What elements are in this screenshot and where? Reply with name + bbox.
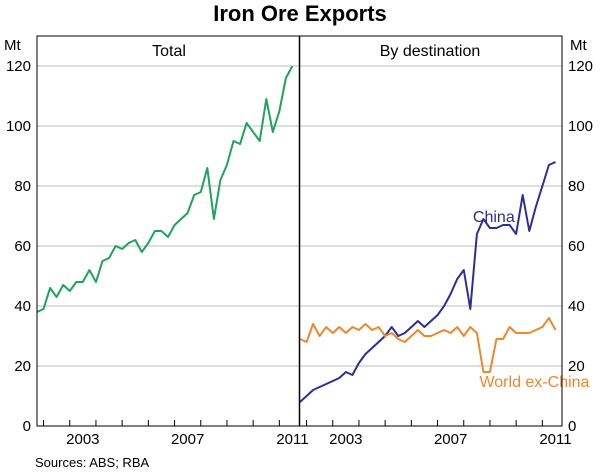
y-tick-label-left: 20 — [14, 358, 31, 375]
x-tick-label: 2007 — [171, 431, 204, 448]
y-tick-label-left: 40 — [14, 298, 31, 315]
y-tick-label-right: 40 — [568, 298, 585, 315]
x-tick-label: 2003 — [329, 431, 362, 448]
series-line-china — [299, 161, 556, 403]
y-tick-label-right: 80 — [568, 178, 585, 195]
y-tick-label-left: 100 — [6, 118, 31, 135]
y-tick-labels: 0 0 20 20 40 40 60 60 80 80 100 100 120 120 — [6, 58, 593, 435]
x-tick-label: 2011 — [276, 431, 308, 448]
right-panel: By destination China World ex-China — [299, 43, 590, 403]
y-tick-label-right: 100 — [568, 118, 593, 135]
china-label: China — [473, 209, 515, 226]
chart-title: Iron Ore Exports — [213, 1, 387, 26]
x-tick-label: 2003 — [66, 431, 99, 448]
y-tick-label-right: 0 — [568, 418, 576, 435]
source-note: Sources: ABS; RBA — [35, 455, 149, 470]
panel-title-total: Total — [152, 43, 186, 60]
left-panel: Total — [36, 43, 299, 367]
right-gridlines — [300, 65, 562, 367]
y-tick-label-right: 120 — [568, 58, 593, 75]
x-tick-labels: 2003 2007 2011 2003 2007 2011 — [43, 420, 572, 448]
y-unit-right: Mt — [570, 37, 587, 54]
x-tick-label: 2011 — [539, 431, 571, 448]
y-tick-label-left: 80 — [14, 178, 31, 195]
right-series — [299, 161, 557, 403]
world-ex-china-label: World ex-China — [479, 374, 589, 391]
left-series — [36, 65, 294, 313]
y-tick-label-left: 60 — [14, 238, 31, 255]
series-line-total — [36, 65, 294, 313]
y-tick-label-left: 0 — [23, 418, 31, 435]
y-unit-left: Mt — [4, 37, 21, 54]
y-tick-label-right: 60 — [568, 238, 585, 255]
y-tick-label-left: 120 — [6, 58, 31, 75]
y-tick-label-right: 20 — [568, 358, 585, 375]
series-line-world-ex-china — [299, 317, 557, 373]
x-tick-label: 2007 — [434, 431, 467, 448]
left-gridlines — [37, 65, 299, 367]
panel-title-by-destination: By destination — [380, 43, 481, 60]
